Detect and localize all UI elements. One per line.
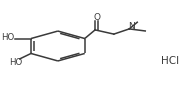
Text: O: O	[93, 13, 100, 22]
Text: HO: HO	[9, 58, 23, 67]
Text: HO: HO	[1, 33, 15, 42]
Text: HCl: HCl	[161, 56, 179, 66]
Text: N: N	[128, 22, 135, 31]
